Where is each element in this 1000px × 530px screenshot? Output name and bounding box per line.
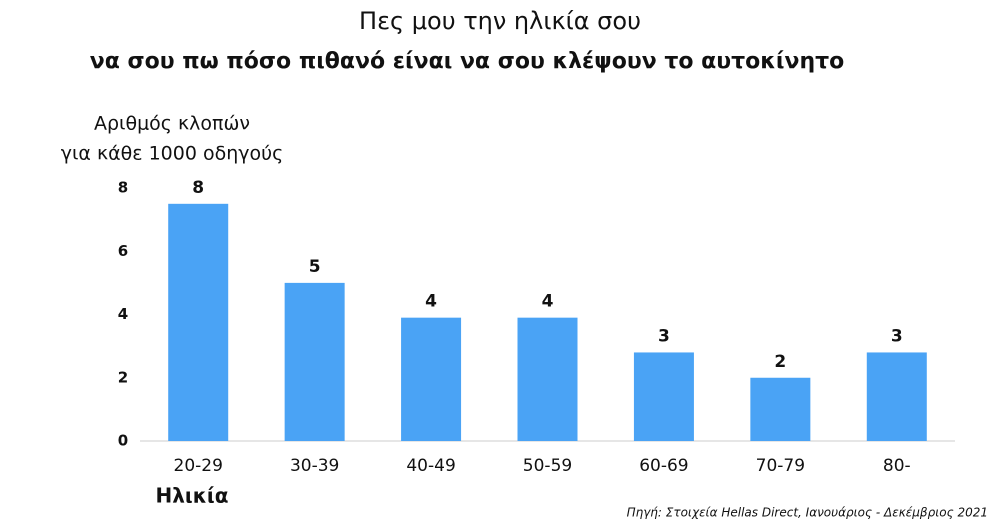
chart-subtitle: να σου πω πόσο πιθανό είναι να σου κλέψο… bbox=[90, 49, 845, 74]
x-tick-label: 50-59 bbox=[523, 456, 572, 476]
x-tick-label: 20-29 bbox=[174, 456, 223, 476]
y-tick-label: 0 bbox=[118, 432, 128, 450]
y-tick-label: 4 bbox=[118, 305, 128, 323]
x-tick-label: 40-49 bbox=[406, 456, 455, 476]
value-label: 2 bbox=[774, 352, 786, 372]
value-label: 8 bbox=[192, 178, 204, 198]
y-axis-label: Αριθμός κλοπών bbox=[94, 113, 250, 135]
bar bbox=[633, 352, 694, 441]
bar bbox=[284, 282, 345, 441]
chart-title: Πες μου την ηλικία σου bbox=[359, 7, 641, 35]
y-tick-label: 6 bbox=[118, 242, 128, 260]
bar bbox=[866, 352, 927, 441]
value-label: 4 bbox=[425, 292, 437, 312]
bar bbox=[401, 317, 462, 441]
y-tick-label: 8 bbox=[118, 179, 128, 197]
y-tick-label: 2 bbox=[118, 368, 128, 386]
bar bbox=[168, 203, 229, 441]
value-label: 3 bbox=[891, 326, 903, 346]
bar bbox=[750, 377, 811, 441]
bar bbox=[517, 317, 578, 441]
x-tick-label: 80- bbox=[883, 456, 911, 476]
x-tick-label: 30-39 bbox=[290, 456, 339, 476]
y-axis-label: για κάθε 1000 οδηγούς bbox=[61, 143, 284, 165]
value-label: 5 bbox=[309, 257, 321, 277]
value-label: 3 bbox=[658, 326, 670, 346]
value-label: 4 bbox=[542, 292, 554, 312]
x-axis-label: Ηλικία bbox=[156, 484, 229, 508]
source-note: Πηγή: Στοιχεία Hellas Direct, Ιανουάριος… bbox=[627, 506, 988, 520]
x-tick-label: 70-79 bbox=[756, 456, 805, 476]
x-tick-label: 60-69 bbox=[639, 456, 688, 476]
